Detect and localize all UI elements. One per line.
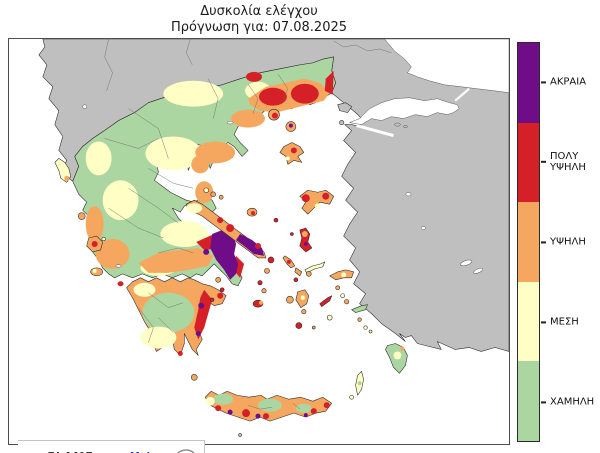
island-limnos: [279, 142, 305, 165]
island-kasos: [349, 394, 354, 400]
meteo-logo-title: Meteo: [130, 452, 165, 453]
marmara-islet: [403, 125, 408, 129]
legend-label-high: ΥΨΗΛΗ: [541, 236, 586, 247]
lake-volvi: [226, 120, 234, 125]
island-psara: [290, 232, 294, 236]
island-zakynthos: [90, 267, 103, 277]
region-crete: [204, 390, 333, 422]
region-attica-extreme: [203, 230, 239, 280]
island-bozcaada: [339, 120, 345, 126]
legend-segment-low: [518, 361, 539, 441]
observatory-logo: [172, 448, 200, 453]
island-patmos: [335, 285, 340, 291]
turkey-lake-2: [420, 226, 426, 230]
island-leros: [340, 293, 345, 299]
island-tilos: [363, 325, 368, 330]
turkey-lake-4: [473, 267, 483, 274]
meteo-logo: M Meteo Όλα για τον καιρό: [106, 452, 165, 453]
crete-patches: [205, 393, 330, 420]
legend-segment-medium: [518, 281, 539, 362]
greece-islands: [54, 108, 408, 437]
island-sifnos: [261, 288, 267, 294]
legend-labels: ΑΚΡΑΙΑ ΠΟΛΥ ΥΨΗΛΗ ΥΨΗΛΗ ΜΕΣΗ ΧΑΜΗΛΗ: [541, 42, 597, 442]
island-tinos: [294, 267, 303, 277]
marmara-island: [394, 122, 401, 127]
country-borders: [104, 39, 392, 91]
legend-label-very-high: ΠΟΛΥ ΥΨΗΛΗ: [541, 151, 596, 173]
island-alonissos: [218, 194, 224, 200]
island-skiathos: [203, 187, 209, 193]
legend-tick: [541, 161, 546, 163]
island-kalymnos: [344, 299, 350, 305]
island-nisyros: [357, 317, 362, 322]
island-skopelos: [210, 191, 216, 197]
island-agios-efstratios: [273, 217, 279, 223]
credits-logo-bar: FLAME Πυρομετεωρολογική Ομάδα M Meteo Όλ…: [18, 440, 205, 453]
turkey-lake-3: [460, 259, 473, 267]
island-anafi: [311, 325, 316, 330]
black-sea: [384, 39, 509, 93]
island-aegina: [215, 277, 221, 283]
island-hydra: [219, 287, 225, 293]
island-spetses: [210, 297, 215, 302]
mainland-medium-patches: [85, 80, 271, 276]
greece-fire-risk-map: [9, 39, 509, 444]
legend-tick: [541, 81, 546, 83]
island-mykonos: [306, 271, 312, 277]
border-bulgaria-turkey: [333, 40, 392, 54]
legend-segment-high: [518, 202, 539, 282]
legend-label-extreme: ΑΚΡΑΙΑ: [541, 76, 586, 87]
island-ios: [301, 309, 307, 315]
lake-prespa: [82, 104, 87, 109]
island-lefkada: [77, 212, 86, 220]
border-nmacedonia-bulgaria: [186, 39, 193, 65]
greek-lakes: [82, 104, 234, 268]
greece-mainland: [72, 56, 336, 287]
mainland-base: [72, 56, 336, 287]
prefecture-boundaries: [104, 73, 300, 410]
legend-segment-very-high: [518, 122, 539, 203]
island-gavdos: [238, 433, 242, 437]
island-syros: [293, 277, 299, 283]
island-ithaca: [101, 236, 106, 242]
sea-features: [348, 39, 509, 274]
dardanelles-strait: [356, 124, 394, 137]
turkey-lake-1: [405, 192, 412, 197]
island-kythira: [190, 374, 198, 381]
bosporus-strait: [454, 87, 470, 102]
border-albania-nmacedonia: [104, 39, 113, 91]
island-kythnos: [264, 268, 270, 274]
island-astypalaia: [326, 314, 333, 321]
flame-logo: FLAME Πυρομετεωρολογική Ομάδα: [25, 451, 99, 453]
island-serifos: [257, 280, 263, 286]
euboea-patches: [186, 203, 264, 256]
map-subtitle-forecast-date: Πρόγνωση για: 07.08.2025: [170, 20, 348, 35]
legend-tick: [541, 401, 546, 403]
national-observatory-emblem: [177, 449, 195, 453]
peloponnese-patches: [133, 282, 224, 356]
map-title: Δυσκολία ελέγχου: [200, 4, 318, 19]
lake-trichonida: [115, 264, 122, 268]
region-euboea: [185, 199, 267, 259]
island-kea: [267, 256, 275, 264]
legend-segment-extreme: [518, 43, 539, 123]
region-peloponnese: [126, 277, 227, 356]
sea-of-marmara: [348, 97, 460, 125]
legend-label-low: ΧΑΜΗΛΗ: [541, 396, 594, 407]
legend-color-bar: [517, 42, 540, 442]
map-title-block: Δυσκολία ελέγχου Πρόγνωση για: 07.08.202…: [8, 4, 510, 36]
island-paros: [286, 295, 294, 304]
legend-tick: [541, 241, 546, 243]
island-symi: [368, 329, 373, 334]
legend-label-medium: ΜΕΣΗ: [541, 316, 579, 327]
island-kos: [351, 304, 368, 313]
flame-logo-title: FLAME: [47, 451, 99, 453]
island-amorgos: [319, 295, 333, 307]
map-frame: FLAME Πυρομετεωρολογική Ομάδα M Meteo Όλ…: [8, 38, 510, 453]
legend-tick: [541, 321, 546, 323]
island-santorini: [295, 322, 303, 329]
island-gokceada: [337, 102, 352, 113]
